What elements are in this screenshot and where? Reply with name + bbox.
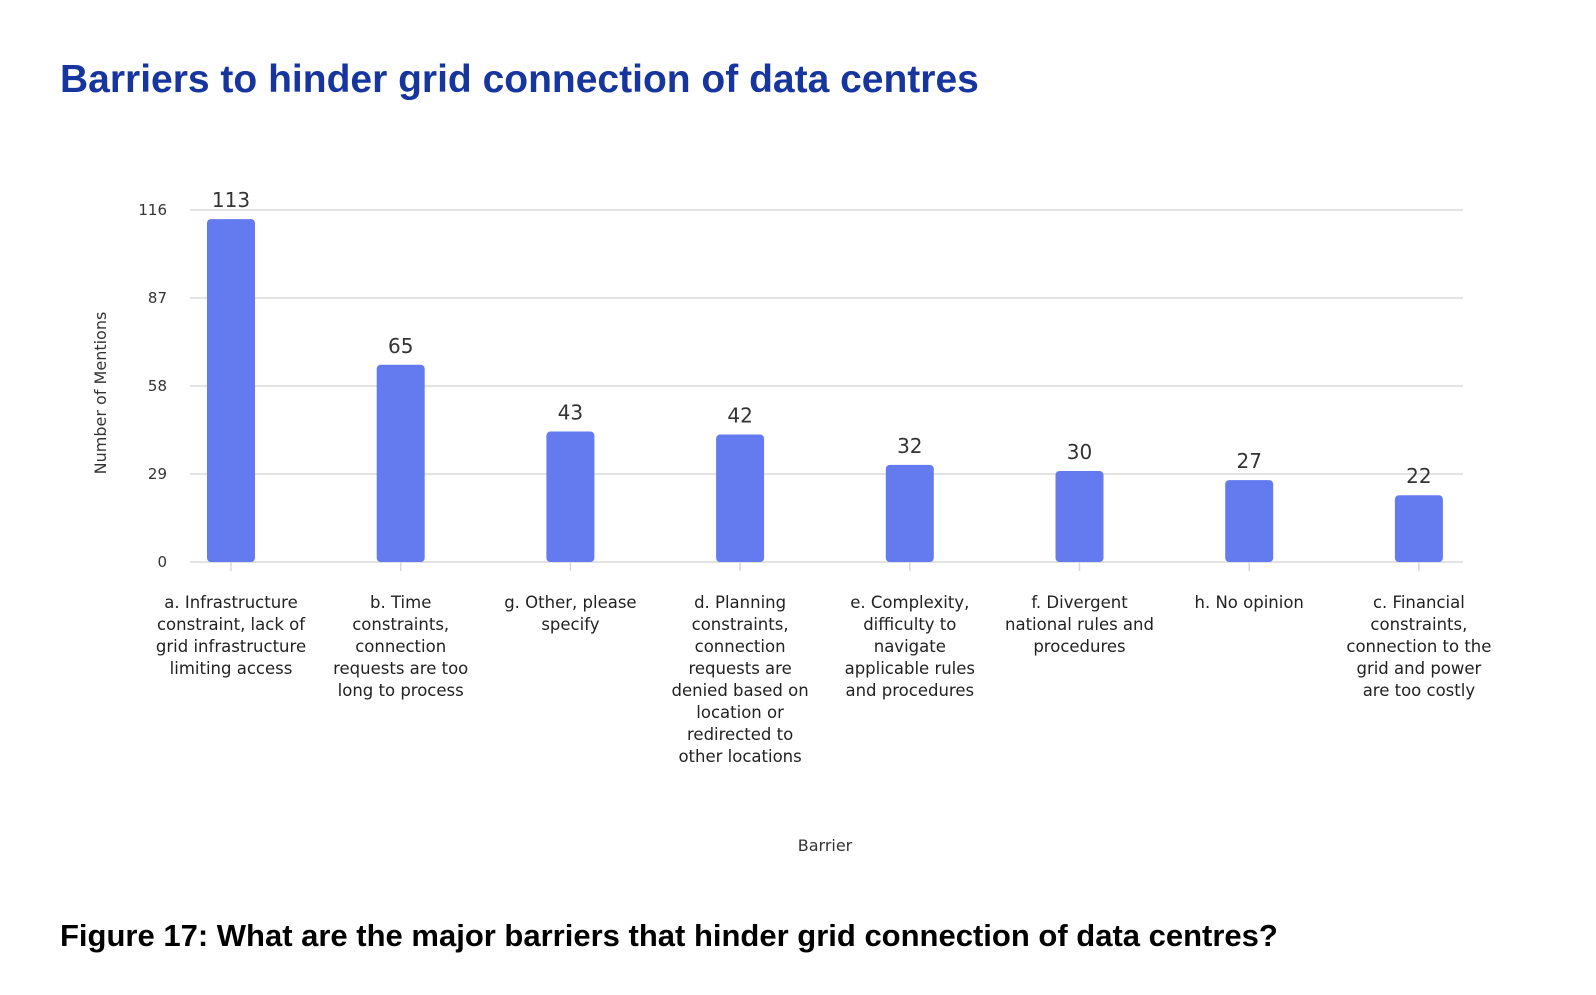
bar: [376, 364, 425, 562]
bar: [716, 434, 765, 562]
figure-caption: Figure 17: What are the major barriers t…: [60, 918, 1278, 953]
y-tick-label: 58: [148, 377, 167, 395]
data-label: 113: [212, 188, 250, 212]
data-label: 22: [1406, 464, 1431, 488]
data-label: 43: [558, 401, 583, 425]
data-label: 42: [727, 404, 752, 428]
y-tick-label: 87: [148, 289, 167, 307]
x-tick-label: g. Other, please specify: [504, 593, 636, 634]
x-tick-label: b. Time constraints, connection requests ar…: [333, 593, 468, 700]
x-tick-label: f. Divergent national rules and procedures: [1005, 593, 1154, 656]
y-tick-label: 29: [148, 465, 167, 483]
y-axis-title: Number of Mentions: [91, 312, 110, 475]
page-title: Barriers to hinder grid connection of da…: [60, 58, 979, 101]
data-label: 27: [1236, 449, 1261, 473]
y-tick-label: 116: [138, 201, 167, 219]
bar: [207, 219, 255, 562]
x-tick-label: c. Financial constraints, connection to th…: [1346, 593, 1491, 700]
x-tick-label: a. Infrastructure constraint, lack of grid…: [156, 593, 306, 678]
x-tick-label: h. No opinion: [1195, 593, 1304, 612]
x-axis-title: Barrier: [798, 836, 853, 855]
bar: [1055, 470, 1104, 562]
data-label: 32: [897, 434, 922, 458]
x-tick-label: d. Planning constraints, connection request…: [672, 593, 809, 766]
data-label: 65: [388, 334, 413, 358]
y-tick-label: 0: [157, 553, 167, 571]
bar: [546, 431, 595, 562]
data-label: 30: [1067, 440, 1092, 464]
bar-chart: 0 29 58 87 116 113 a. Infrastructure constraint…: [91, 188, 1491, 855]
bar: [885, 464, 934, 562]
bar: [1394, 495, 1443, 562]
x-tick-label: e. Complexity, difficulty to navigate appli…: [845, 593, 975, 700]
bar: [1225, 480, 1274, 562]
